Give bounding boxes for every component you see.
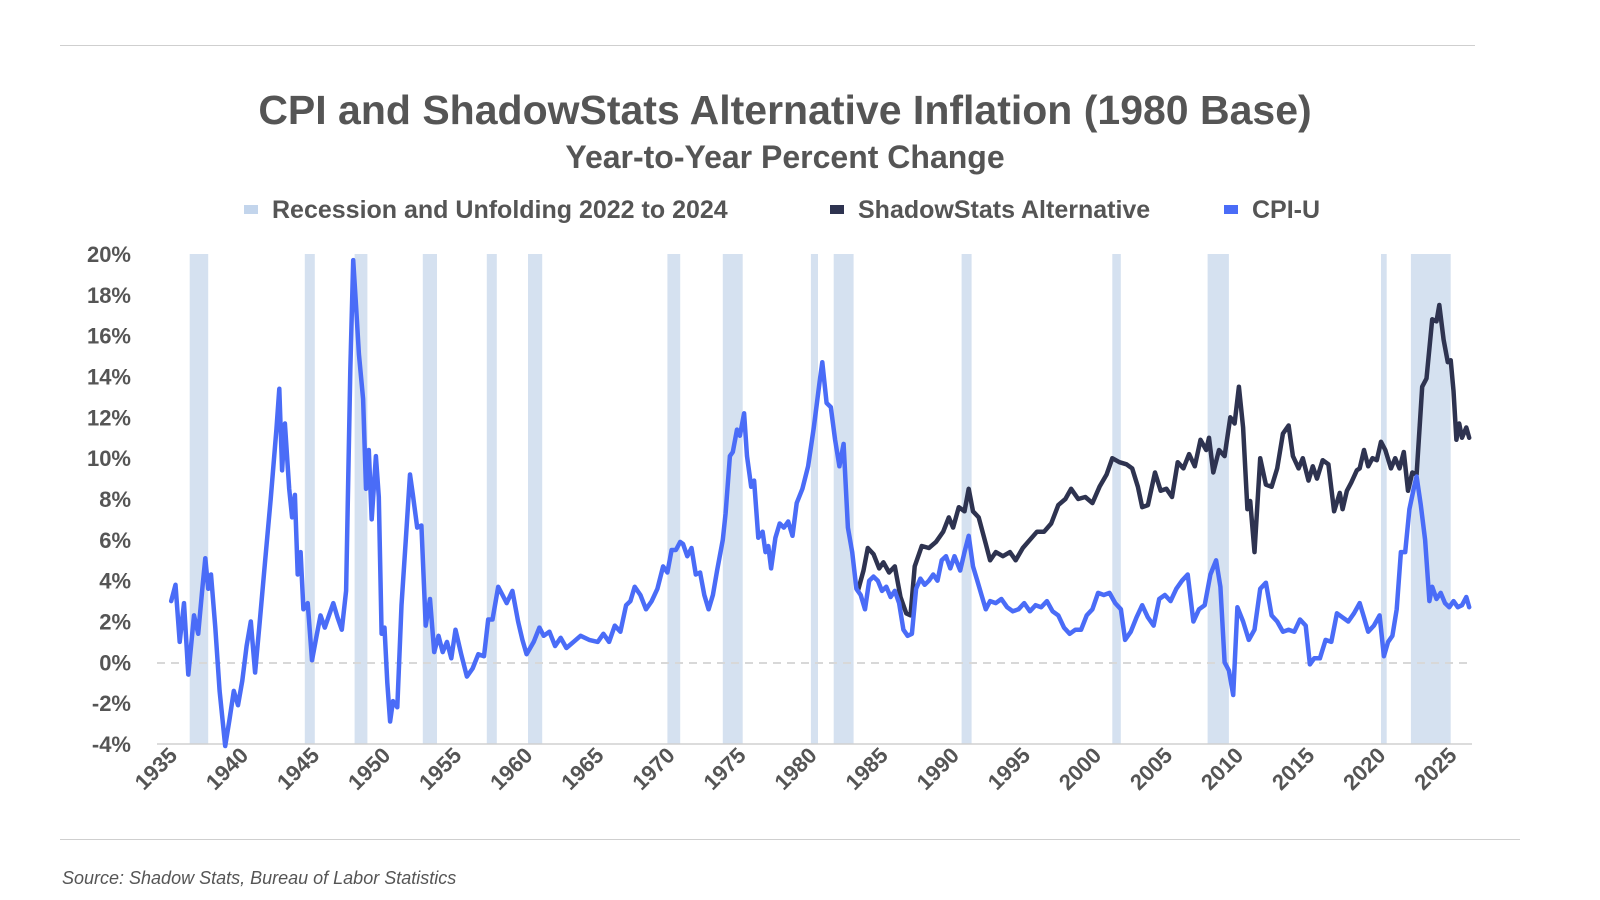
- legend-label-recession: Recession and Unfolding 2022 to 2024: [272, 196, 728, 224]
- x-tick-label-7: 1970: [627, 743, 679, 795]
- recession-band-0: [189, 254, 209, 744]
- recession-band-5: [528, 254, 543, 744]
- y-tick-label-4: 4%: [99, 569, 131, 594]
- series-lines: [168, 257, 1472, 749]
- x-tick-label-18: 2025: [1409, 743, 1461, 795]
- y-tick-label-10: 16%: [87, 324, 131, 349]
- y-tick-label-9: 14%: [87, 365, 131, 390]
- recession-band-6: [667, 254, 681, 744]
- y-tick-label-1: -2%: [92, 691, 131, 716]
- x-tick-label-2: 1945: [272, 743, 324, 795]
- chart-title: CPI and ShadowStats Alternative Inflatio…: [258, 87, 1311, 133]
- recession-band-11: [1112, 254, 1121, 744]
- legend-swatch-cpi: [1224, 205, 1238, 214]
- x-tick-label-12: 1995: [983, 743, 1035, 795]
- series-line-cpi-u: [168, 257, 1472, 749]
- legend-swatch-shadowstats: [830, 205, 844, 214]
- y-tick-label-7: 10%: [87, 446, 131, 471]
- x-tick-label-1: 1940: [201, 743, 253, 795]
- x-tick-label-17: 2020: [1338, 743, 1390, 795]
- legend-label-shadowstats: ShadowStats Alternative: [858, 196, 1150, 224]
- y-tick-label-8: 12%: [87, 405, 131, 430]
- x-tick-label-6: 1965: [556, 743, 608, 795]
- x-tick-label-3: 1950: [343, 743, 395, 795]
- recession-band-13: [1381, 254, 1387, 744]
- top-rule: [60, 45, 1475, 46]
- recession-band-1: [304, 254, 315, 744]
- x-tick-label-9: 1980: [769, 743, 821, 795]
- y-tick-label-6: 8%: [99, 487, 131, 512]
- recession-band-12: [1207, 254, 1229, 744]
- y-axis: -4% -2% 0% 2% 4% 6% 8% 10% 12% 14% 16% 18% 20%: [87, 242, 131, 757]
- bottom-rule: [60, 839, 1520, 840]
- chart-subtitle: Year-to-Year Percent Change: [565, 139, 1004, 175]
- source-note: Source: Shadow Stats, Bureau of Labor St…: [62, 868, 457, 888]
- x-tick-label-10: 1985: [841, 743, 893, 795]
- y-tick-label-0: -4%: [92, 732, 131, 757]
- y-tick-label-2: 0%: [99, 650, 131, 675]
- y-tick-label-5: 6%: [99, 528, 131, 553]
- x-tick-label-5: 1960: [485, 743, 537, 795]
- legend: Recession and Unfolding 2022 to 2024 Sha…: [244, 196, 1320, 224]
- recession-band-2: [354, 254, 368, 744]
- x-tick-label-4: 1955: [414, 743, 466, 795]
- y-tick-label-12: 20%: [87, 242, 131, 267]
- recession-band-3: [422, 254, 437, 744]
- series-line-shadowstats: [855, 302, 1472, 618]
- x-tick-label-15: 2010: [1196, 743, 1248, 795]
- x-tick-label-14: 2005: [1125, 743, 1177, 795]
- recession-band-4: [486, 254, 497, 744]
- recession-band-8: [810, 254, 818, 744]
- y-tick-label-11: 18%: [87, 283, 131, 308]
- recession-band-7: [722, 254, 743, 744]
- legend-label-cpi: CPI-U: [1252, 196, 1320, 224]
- x-tick-label-11: 1990: [912, 743, 964, 795]
- x-tick-label-13: 2000: [1054, 743, 1106, 795]
- x-axis: 1935 1940 1945 1950 1955 1960 1965 1970 1975 1980…: [130, 743, 1462, 795]
- legend-swatch-recession: [244, 205, 258, 214]
- x-tick-label-0: 1935: [130, 743, 182, 795]
- recession-band-9: [833, 254, 854, 744]
- x-tick-label-16: 2015: [1267, 743, 1319, 795]
- x-tick-label-8: 1975: [698, 743, 750, 795]
- y-tick-label-3: 2%: [99, 610, 131, 635]
